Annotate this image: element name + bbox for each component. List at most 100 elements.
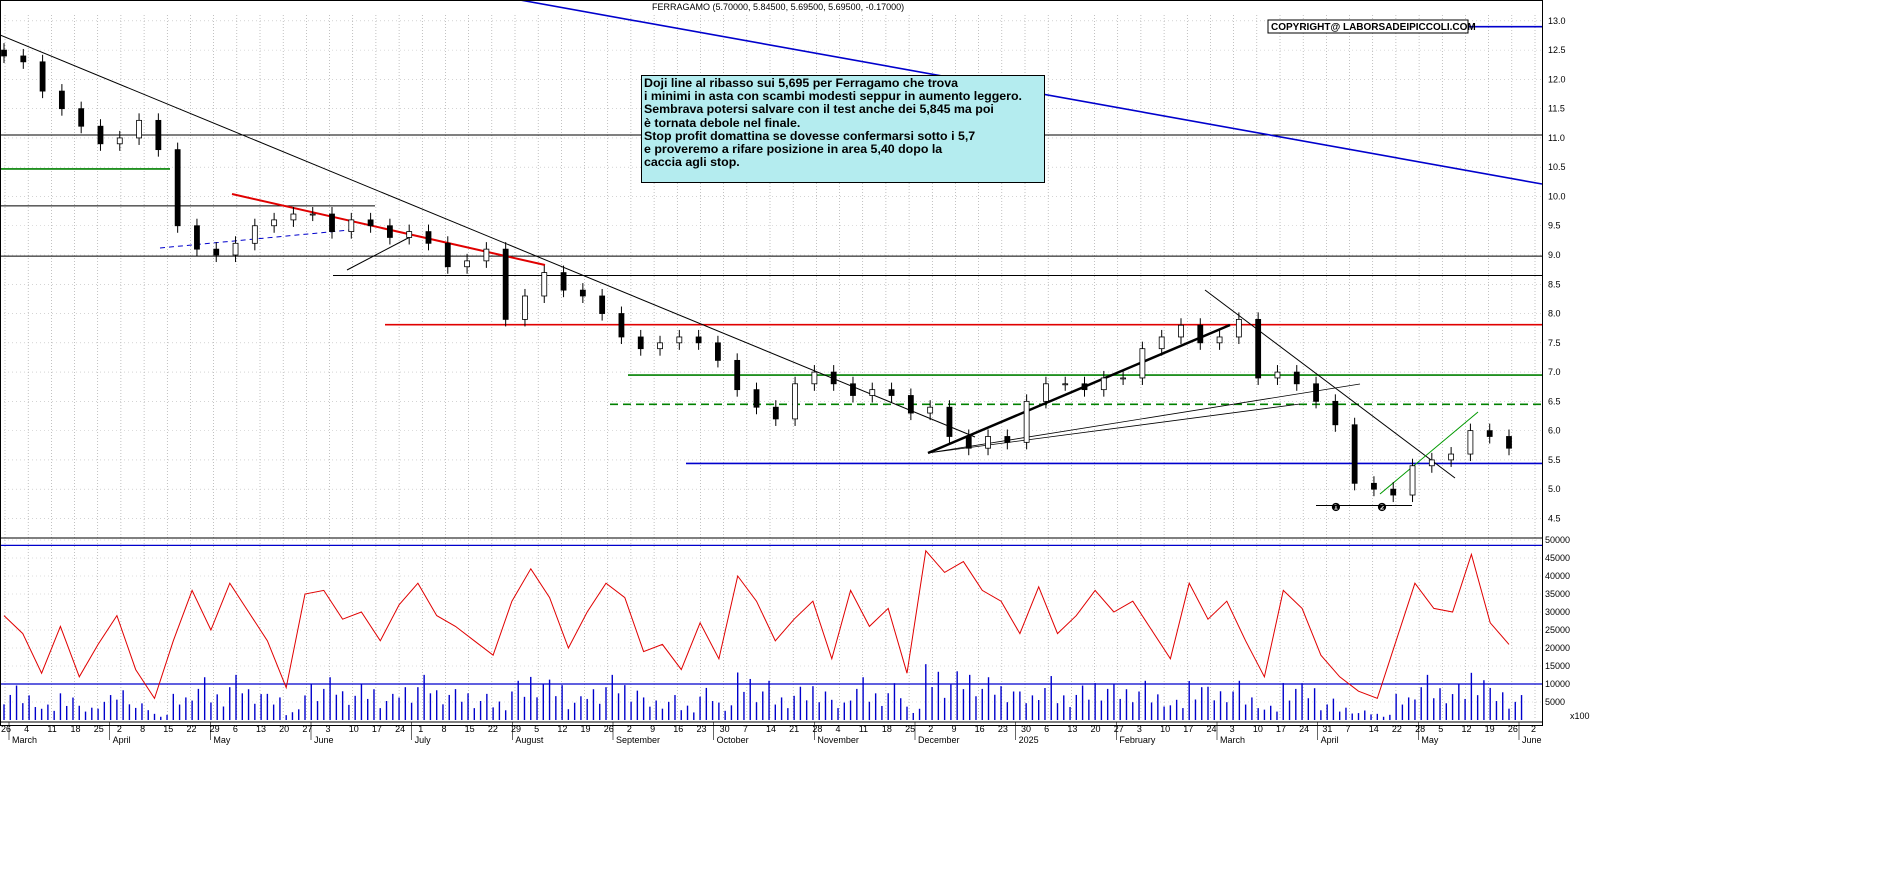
price-tick-label: 11.5 [1548, 104, 1565, 114]
candle-body [1043, 383, 1049, 402]
x-tick-label: 14 [766, 724, 776, 734]
price-tick-label: 12.5 [1548, 45, 1566, 55]
candle-body [1255, 319, 1262, 379]
green-uptrend [1379, 411, 1479, 495]
x-tick-label: 8 [140, 724, 145, 734]
x-tick-label: 22 [488, 724, 498, 734]
candle-body [1081, 383, 1088, 391]
x-tick-label: 2 [1531, 724, 1536, 734]
note-line: Doji line al ribasso sui 5,695 per Ferra… [644, 76, 959, 90]
volume-average-series [3, 549, 1510, 700]
x-tick-label: 16 [975, 724, 985, 734]
candle-body [1100, 377, 1107, 391]
candle-body [1409, 465, 1416, 496]
price-tick-label: 12.0 [1548, 74, 1566, 84]
x-tick-label: 11 [859, 724, 868, 734]
downtrend-line [1204, 289, 1456, 479]
candle-body [58, 90, 65, 110]
axes: 26 4 11 18 25 2 8 15 22 29 6 13 20 27 3 10 17 24 1 8 15 22 29 5… [0, 0, 1590, 745]
x-tick-label: 21 [789, 724, 799, 734]
x-tick-label: 27 [302, 724, 312, 734]
candle-body [1313, 383, 1319, 402]
note-line: Sembrava potersi salvare con il test anc… [644, 102, 994, 117]
candle-body [1351, 424, 1358, 484]
candle-body [715, 342, 721, 361]
candle-body [174, 149, 181, 227]
x-month-label: March [1220, 735, 1245, 745]
candle-body [1428, 459, 1435, 467]
x-month-label: May [213, 735, 231, 745]
x-month-label: October [717, 735, 749, 745]
candle-body [1216, 336, 1223, 344]
horizontal-levels [0, 25, 1542, 507]
volume-tick-label: 30000 [1545, 607, 1570, 617]
x-tick-label: 15 [465, 724, 475, 734]
x-tick-label: 6 [1044, 724, 1049, 734]
x-tick-label: 13 [1067, 724, 1077, 734]
x-tick-label: 14 [1369, 724, 1379, 734]
candle-body [1486, 430, 1493, 437]
candle-body [1178, 324, 1184, 338]
candle-body [599, 295, 606, 314]
x-tick-label: 12 [1461, 724, 1471, 734]
candle-body [97, 125, 104, 145]
x-tick-label: 11 [47, 724, 56, 734]
note-line: è tornata debole nel finale. [644, 115, 801, 130]
candle-body [502, 248, 509, 320]
x-tick-label: 5 [1438, 724, 1443, 734]
price-tick-label: 8.5 [1548, 279, 1561, 289]
candle-body [753, 389, 760, 408]
x-tick-label: 3 [1230, 724, 1235, 734]
x-month-label: September [616, 735, 660, 745]
x-tick-label: 1 [418, 724, 423, 734]
candle-body [271, 219, 278, 227]
price-tick-label: 7.5 [1548, 338, 1561, 348]
candle-body [792, 383, 798, 420]
x-tick-label: 4 [836, 724, 841, 734]
price-tick-label: 10.5 [1548, 162, 1566, 172]
candle-body [830, 371, 837, 385]
volume-tick-label: 40000 [1545, 571, 1570, 581]
x-tick-label: 9 [650, 724, 655, 734]
price-tick-label: 10.0 [1548, 191, 1566, 201]
price-tick-label: 5.0 [1548, 484, 1561, 494]
downtrend-line [0, 34, 976, 438]
x-tick-label: 17 [1276, 724, 1286, 734]
x-tick-label: 10 [1160, 724, 1170, 734]
candle-body [290, 213, 297, 221]
candle-body [522, 295, 528, 320]
candle-body [1390, 488, 1397, 496]
bold-uptrend [927, 323, 1231, 455]
x-tick-label: 7 [1346, 724, 1351, 734]
candle-body [1158, 336, 1165, 350]
x-tick-label: 28 [1415, 724, 1425, 734]
candle-body [1371, 482, 1377, 490]
x-tick-label: 5 [534, 724, 539, 734]
x-tick-label: 3 [1137, 724, 1142, 734]
x-tick-label: 26 [1, 724, 11, 734]
candle-body [251, 225, 258, 244]
volume-tick-label: 10000 [1545, 679, 1570, 689]
x-tick-label: 26 [604, 724, 614, 734]
candle-body [869, 389, 876, 396]
candle-body [579, 289, 586, 297]
candle-body [1506, 436, 1512, 449]
volume-tick-label: 15000 [1545, 661, 1570, 671]
x-month-label: April [1321, 735, 1339, 745]
candle-body [1332, 400, 1339, 426]
candle-body [1023, 400, 1030, 443]
x-tick-label: 24 [395, 724, 405, 734]
note-line: e proveremo a rifare posizione in area 5… [644, 142, 943, 157]
candle-body [329, 213, 335, 232]
x-month-label: June [1522, 735, 1542, 745]
x-tick-label: 20 [279, 724, 289, 734]
note-line: Stop profit domattina se dovesse conferm… [644, 128, 976, 143]
candle-body [39, 61, 46, 92]
copyright-box [1267, 19, 1469, 34]
candle-body [811, 371, 818, 385]
plot-frame [0, 0, 1543, 726]
x-tick-label: 20 [1091, 724, 1101, 734]
volume-tick-label: 20000 [1545, 643, 1570, 653]
low-marker: ❶ [1331, 501, 1341, 514]
candle-body [734, 359, 741, 391]
